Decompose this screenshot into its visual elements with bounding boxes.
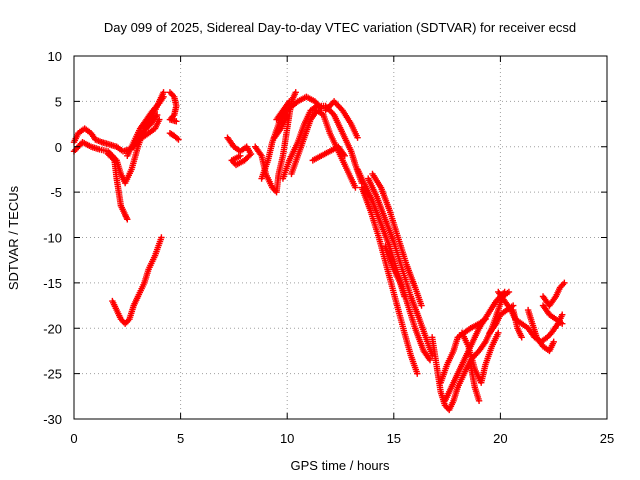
data-point xyxy=(495,329,502,336)
data-point xyxy=(284,111,291,119)
y-tick-label: -10 xyxy=(43,231,62,246)
y-tick-label: 10 xyxy=(48,49,62,64)
data-point xyxy=(173,135,181,142)
data-point xyxy=(475,397,483,405)
y-tick-label: -30 xyxy=(43,412,62,427)
data-point xyxy=(352,184,359,191)
data-point xyxy=(501,288,508,296)
y-axis-label: SDTVAR / TECUs xyxy=(6,185,21,290)
data-point xyxy=(173,118,180,125)
data-point xyxy=(426,356,434,364)
data-point xyxy=(559,320,566,327)
x-tick-label: 15 xyxy=(387,431,401,446)
data-point xyxy=(292,89,299,96)
data-point xyxy=(156,116,163,123)
y-tick-label: 0 xyxy=(55,140,62,155)
x-tick-label: 0 xyxy=(70,431,77,446)
y-tick-label: -5 xyxy=(50,185,62,200)
data-point xyxy=(401,293,408,300)
x-tick-label: 20 xyxy=(493,431,507,446)
data-point xyxy=(110,155,117,163)
data-point xyxy=(559,311,566,318)
data-point xyxy=(237,152,244,160)
data-point xyxy=(341,152,348,160)
y-tick-label: -25 xyxy=(43,367,62,382)
data-point xyxy=(518,334,525,341)
data-point xyxy=(160,93,167,101)
data-point xyxy=(124,216,131,223)
x-tick-label: 5 xyxy=(177,431,184,446)
y-tick-label: -20 xyxy=(43,321,62,336)
y-tick-label: -15 xyxy=(43,276,62,291)
data-points xyxy=(70,89,568,414)
data-point xyxy=(414,370,421,377)
data-point xyxy=(418,302,425,309)
x-axis-label: GPS time / hours xyxy=(291,458,390,473)
data-point xyxy=(175,136,182,143)
data-point xyxy=(354,134,361,141)
axis-ticks: 0 5 10 15 20 25 -30 -25 -20 -15 -10 -5 0 5 10 xyxy=(43,49,614,446)
data-point xyxy=(561,279,568,287)
data-point xyxy=(153,111,161,119)
x-tick-label: 10 xyxy=(280,431,294,446)
chart-title: Day 099 of 2025, Sidereal Day-to-day VTE… xyxy=(104,20,576,35)
x-tick-label: 25 xyxy=(600,431,614,446)
data-point xyxy=(286,98,293,105)
y-tick-label: 5 xyxy=(55,94,62,109)
data-point xyxy=(158,234,165,241)
data-point xyxy=(550,338,557,346)
